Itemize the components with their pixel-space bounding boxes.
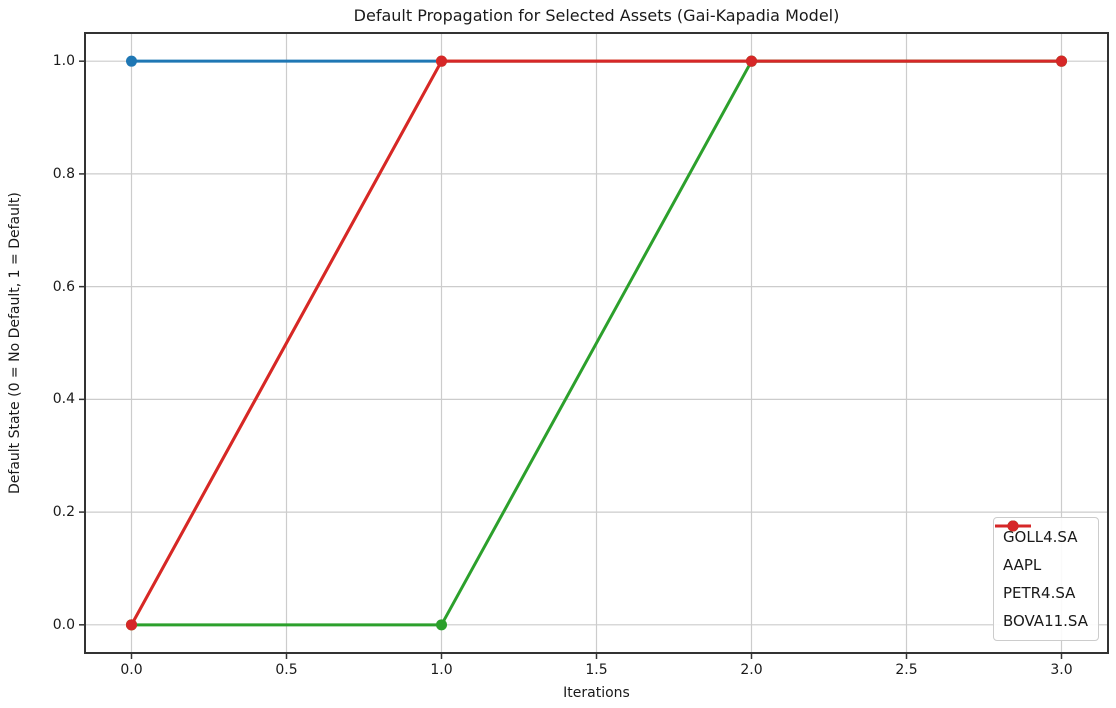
axes-frame	[84, 32, 1109, 654]
legend-item-bova11-sa: BOVA11.SA	[994, 520, 1088, 633]
legend-marker-icon	[1007, 520, 1019, 532]
legend-item-aapl: AAPL	[994, 520, 1088, 577]
series-marker-bova11-sa	[746, 55, 757, 67]
series-marker-bova11-sa	[1056, 55, 1067, 67]
x-tick-label: 2.5	[895, 662, 918, 678]
legend: GOLL4.SA AAPL PETR4.SA BOVA11.SA	[992, 517, 1099, 641]
legend-item-petr4-sa: PETR4.SA	[994, 520, 1088, 605]
legend-label-petr4-sa: PETR4.SA	[1002, 584, 1076, 602]
series-marker-goll4-sa	[126, 55, 137, 67]
series-marker-petr4-sa	[436, 619, 447, 631]
x-tick-label: 0.5	[275, 662, 298, 678]
x-tick-label: 1.0	[430, 662, 453, 678]
y-tick-label: 0.2	[52, 504, 75, 521]
y-tick-label: 0.8	[52, 165, 75, 182]
series-marker-bova11-sa	[436, 55, 447, 67]
y-tick-label: 0.6	[52, 278, 75, 295]
legend-label-aapl: AAPL	[1002, 556, 1042, 574]
chart-title: Default Propagation for Selected Assets …	[353, 6, 840, 25]
x-tick-label: 2.0	[740, 662, 763, 678]
y-tick-label: 0.0	[52, 616, 75, 633]
legend-label-goll4-sa: GOLL4.SA	[1002, 528, 1078, 546]
y-axis-label: Default State (0 = No Default, 1 = Defau…	[7, 192, 23, 494]
x-axis-label: Iterations	[563, 685, 630, 701]
x-tick-label: 1.5	[585, 662, 608, 678]
y-tick-label: 1.0	[52, 53, 75, 70]
x-tick-label: 0.0	[120, 662, 143, 678]
series-line-bova11-sa	[130, 59, 1063, 627]
y-tick-label: 0.4	[52, 391, 75, 408]
legend-sample-bova11-sa	[994, 520, 1031, 532]
series-marker-bova11-sa	[126, 619, 137, 631]
legend-label-bova11-sa: BOVA11.SA	[1002, 612, 1088, 630]
x-tick-label: 3.0	[1050, 662, 1073, 678]
